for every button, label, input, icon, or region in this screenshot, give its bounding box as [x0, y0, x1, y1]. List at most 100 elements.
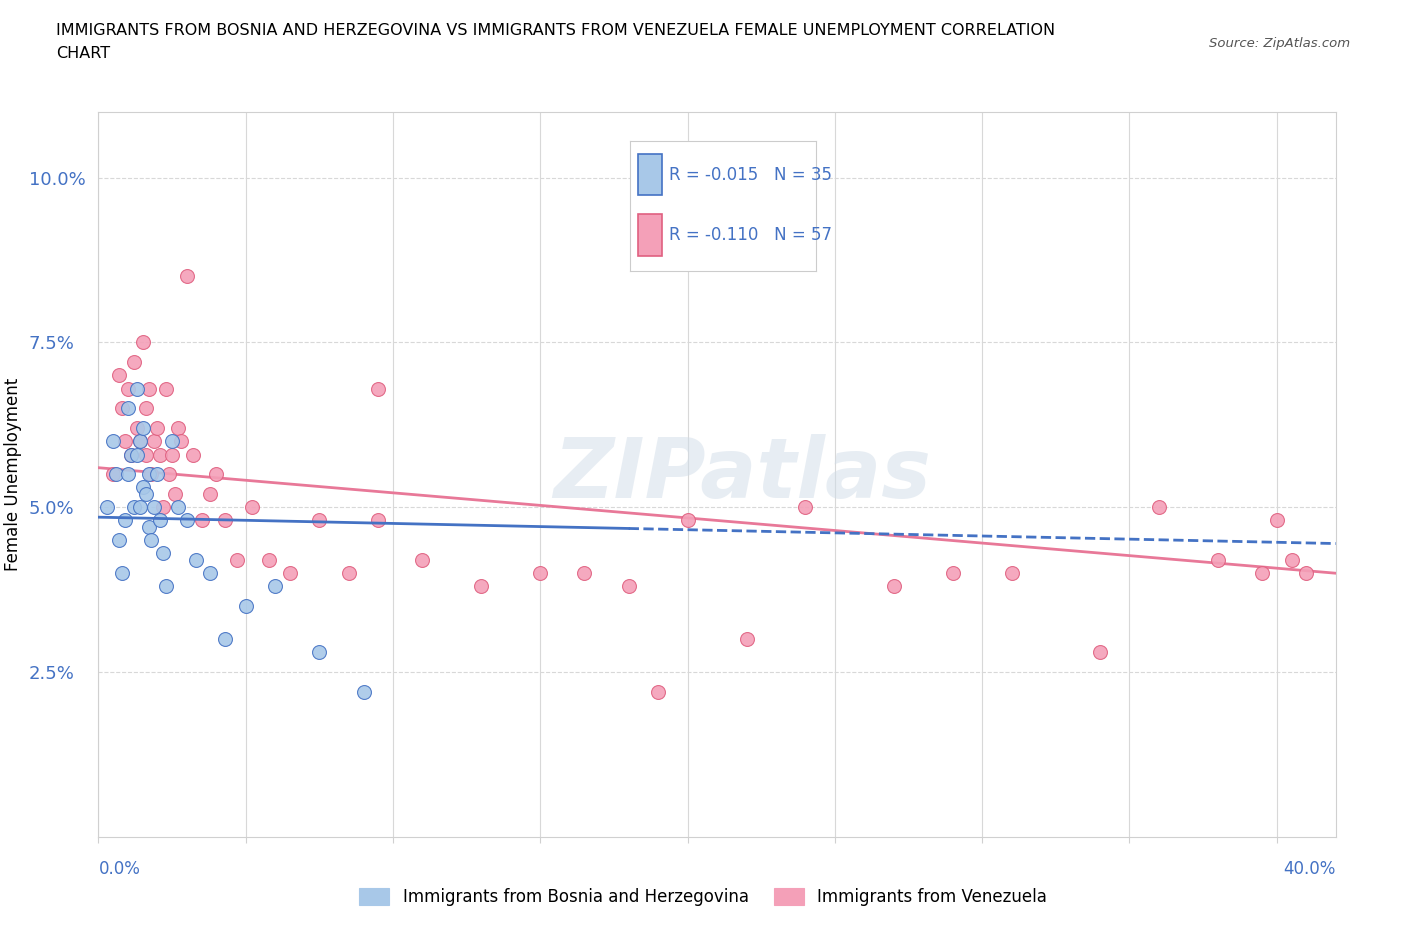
Point — [131, 480, 153, 495]
Point — [117, 401, 139, 416]
Point — [200, 486, 222, 501]
Point — [149, 447, 172, 462]
Point — [176, 513, 198, 528]
Point — [176, 269, 198, 284]
Point — [120, 447, 142, 462]
Point — [574, 565, 596, 580]
Point — [101, 434, 124, 449]
Point — [308, 513, 330, 528]
Y-axis label: Female Unemployment: Female Unemployment — [4, 378, 22, 571]
Point — [152, 499, 174, 514]
Point — [1206, 552, 1229, 567]
Text: R = -0.015   N = 35: R = -0.015 N = 35 — [669, 166, 832, 183]
Point — [128, 499, 150, 514]
Text: 40.0%: 40.0% — [1284, 860, 1336, 878]
Point — [128, 434, 150, 449]
Point — [152, 546, 174, 561]
Point — [122, 499, 145, 514]
Point — [125, 381, 148, 396]
Text: 0.0%: 0.0% — [98, 860, 141, 878]
Point — [143, 499, 166, 514]
Point — [647, 684, 669, 699]
Point — [278, 565, 301, 580]
Point — [883, 579, 905, 594]
Point — [235, 599, 257, 614]
Legend: Immigrants from Bosnia and Herzegovina, Immigrants from Venezuela: Immigrants from Bosnia and Herzegovina, … — [353, 881, 1053, 912]
Point — [1147, 499, 1170, 514]
Point — [160, 447, 183, 462]
Point — [128, 434, 150, 449]
Point — [190, 513, 212, 528]
Point — [157, 467, 180, 482]
Text: CHART: CHART — [56, 46, 110, 61]
Point — [470, 579, 492, 594]
Point — [353, 684, 375, 699]
Point — [141, 533, 163, 548]
FancyBboxPatch shape — [638, 153, 662, 195]
Point — [1281, 552, 1303, 567]
Point — [794, 499, 817, 514]
Point — [138, 381, 160, 396]
Point — [163, 486, 186, 501]
Point — [160, 434, 183, 449]
Point — [146, 420, 169, 435]
Text: Source: ZipAtlas.com: Source: ZipAtlas.com — [1209, 37, 1350, 50]
Point — [105, 467, 128, 482]
Point — [240, 499, 263, 514]
Point — [170, 434, 193, 449]
Text: R = -0.110   N = 57: R = -0.110 N = 57 — [669, 226, 832, 244]
Point — [135, 447, 157, 462]
Point — [735, 631, 758, 646]
Point — [529, 565, 551, 580]
Point — [138, 467, 160, 482]
Point — [114, 434, 136, 449]
Point — [155, 381, 177, 396]
Point — [264, 579, 287, 594]
Point — [131, 420, 153, 435]
Point — [111, 565, 134, 580]
Point — [135, 401, 157, 416]
Point — [200, 565, 222, 580]
Point — [114, 513, 136, 528]
Point — [1088, 644, 1111, 659]
Point — [155, 579, 177, 594]
Point — [942, 565, 965, 580]
Point — [184, 552, 207, 567]
Point — [135, 486, 157, 501]
Point — [111, 401, 134, 416]
Point — [149, 513, 172, 528]
Point — [225, 552, 247, 567]
Point — [141, 467, 163, 482]
Point — [143, 434, 166, 449]
Point — [167, 420, 190, 435]
Point — [96, 499, 118, 514]
Point — [214, 513, 236, 528]
Point — [120, 447, 142, 462]
Point — [1295, 565, 1317, 580]
Point — [125, 420, 148, 435]
Point — [308, 644, 330, 659]
Text: ZIPatlas: ZIPatlas — [553, 433, 931, 515]
Point — [337, 565, 360, 580]
Point — [676, 513, 699, 528]
Point — [259, 552, 281, 567]
Point — [1001, 565, 1024, 580]
Point — [122, 354, 145, 369]
Point — [131, 335, 153, 350]
Text: IMMIGRANTS FROM BOSNIA AND HERZEGOVINA VS IMMIGRANTS FROM VENEZUELA FEMALE UNEMP: IMMIGRANTS FROM BOSNIA AND HERZEGOVINA V… — [56, 23, 1056, 38]
Point — [101, 467, 124, 482]
Point — [1265, 513, 1288, 528]
FancyBboxPatch shape — [638, 214, 662, 256]
Point — [367, 381, 389, 396]
Point — [108, 533, 131, 548]
Point — [138, 520, 160, 535]
Point — [411, 552, 433, 567]
Point — [167, 499, 190, 514]
Point — [117, 381, 139, 396]
Point — [617, 579, 640, 594]
Point — [205, 467, 228, 482]
Point — [108, 368, 131, 383]
Point — [214, 631, 236, 646]
Point — [146, 467, 169, 482]
Point — [181, 447, 204, 462]
